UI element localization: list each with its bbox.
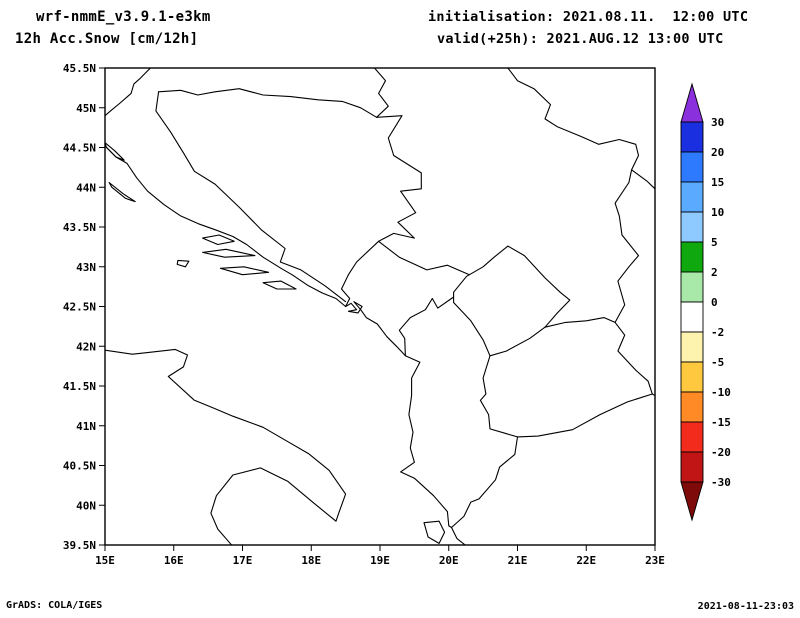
colorbar-label: 15	[711, 176, 724, 189]
map-feature-border-macedonia-bulgaria	[614, 321, 653, 395]
grads-credit: GrADS: COLA/IGES	[6, 600, 103, 611]
colorbar-triangle-bottom	[680, 481, 704, 522]
y-axis-tick-label: 45N	[76, 102, 96, 115]
colorbar-segment	[680, 451, 704, 483]
colorbar-label: 10	[711, 206, 724, 219]
colorbar-label: 2	[711, 266, 718, 279]
product-title: 12h Acc.Snow [cm/12h]	[15, 31, 199, 47]
colorbar-segment	[680, 331, 704, 363]
map-feature-border-croatia-serbia	[373, 68, 389, 118]
x-axis-tick-label: 17E	[233, 554, 253, 567]
colorbar-segment	[680, 301, 704, 333]
colorbar-label: -2	[711, 326, 724, 339]
colorbar-segment	[680, 421, 704, 453]
map-feature-coast-croatia	[105, 145, 347, 308]
map-feature-island-mljet	[262, 280, 297, 290]
colorbar-label: -5	[711, 356, 724, 369]
model-name: wrf-nmmE_v3.9.1-e3km	[36, 9, 211, 25]
map-feature-coast-kotor-bay	[345, 301, 363, 314]
colorbar-label: -20	[711, 446, 731, 459]
colorbar-segment	[680, 211, 704, 243]
y-axis-tick-label: 44.5N	[63, 142, 96, 155]
y-axis-tick-label: 43N	[76, 261, 96, 274]
x-axis-tick-label: 21E	[508, 554, 528, 567]
map-feature-border-bosnia-serbia-drina	[376, 115, 422, 242]
y-axis-tick-label: 44N	[76, 181, 96, 194]
y-axis-tick-label: 40.5N	[63, 460, 96, 473]
map-feature-island-korcula	[219, 266, 270, 276]
init-time-label: initialisation: 2021.08.11. 12:00 UTC	[428, 9, 749, 25]
map-feature-border-kosovo	[453, 245, 571, 357]
map-features-layer	[105, 68, 655, 545]
y-axis-tick-label: 41N	[76, 420, 96, 433]
colorbar-label: -10	[711, 386, 731, 399]
y-axis-tick-label: 41.5N	[63, 380, 96, 393]
map-feature-island-vis	[176, 259, 190, 268]
map-feature-coast-italy	[105, 348, 347, 545]
y-axis-tick-label: 40N	[76, 499, 96, 512]
map-feature-border-serbia-bulgaria	[614, 169, 640, 323]
map-frame	[104, 67, 656, 546]
x-axis-tick-label: 23E	[645, 554, 665, 567]
colorbar-segment	[680, 241, 704, 273]
creation-timestamp: 2021-08-11-23:03	[697, 601, 794, 612]
x-axis-tick-label: 15E	[95, 554, 115, 567]
map-feature-border-albania-macedonia	[479, 355, 519, 438]
colorbar-label: 5	[711, 236, 718, 249]
map-feature-border-montenegro-albania	[398, 296, 455, 357]
colorbar-label: 0	[711, 296, 718, 309]
map-feature-border-macedonia-greece	[516, 393, 655, 438]
map-feature-island-brac	[202, 234, 235, 246]
map-feature-border-serbia-romania	[507, 68, 655, 190]
x-axis-tick-label: 22E	[576, 554, 596, 567]
colorbar-label: -30	[711, 476, 731, 489]
y-axis-tick-label: 42N	[76, 340, 96, 353]
colorbar-segment	[680, 181, 704, 213]
map-feature-coast-montenegro	[360, 309, 406, 357]
x-axis-tick-label: 20E	[439, 554, 459, 567]
map-feature-border-nw-croatia-slovenia	[105, 68, 151, 117]
map-feature-border-bosnia-montenegro	[340, 240, 380, 308]
colorbar-label: 20	[711, 146, 724, 159]
colorbar-label: 30	[711, 116, 724, 129]
colorbar-segment	[680, 391, 704, 423]
x-axis-tick-label: 19E	[370, 554, 390, 567]
map-feature-coast-albania-greece	[400, 355, 466, 545]
colorbar-label: -15	[711, 416, 731, 429]
valid-time-label: valid(+25h): 2021.AUG.12 13:00 UTC	[437, 31, 724, 47]
colorbar-segment	[680, 121, 704, 153]
y-axis-tick-label: 39.5N	[63, 539, 96, 552]
x-axis-tick-label: 16E	[164, 554, 184, 567]
colorbar-triangle-top	[680, 82, 704, 123]
colorbar-segment	[680, 361, 704, 393]
y-axis-tick-label: 43.5N	[63, 221, 96, 234]
map-feature-border-montenegro-serbia	[378, 240, 470, 276]
map-feature-island-corfu	[423, 520, 446, 544]
y-axis-tick-label: 42.5N	[63, 301, 96, 314]
map-feature-border-serbia-macedonia	[544, 317, 616, 328]
map-feature-island-pag	[105, 142, 125, 161]
map-feature-island-dugi-otok	[108, 181, 136, 203]
colorbar-segment	[680, 271, 704, 303]
y-axis-tick-label: 45.5N	[63, 62, 96, 75]
x-axis-tick-label: 18E	[301, 554, 321, 567]
map-feature-island-hvar	[202, 248, 256, 258]
map-feature-border-croatia-bosnia-sava	[158, 88, 378, 118]
map-feature-border-croatia-bosnia-south	[155, 91, 347, 303]
map-plot: 45.5N 45N 44.5N 44N 43.5N 43N 42.5N 42N 41.5N 41N…	[63, 62, 665, 567]
map-feature-border-albania-greece	[450, 436, 519, 529]
colorbar-segment	[680, 151, 704, 183]
